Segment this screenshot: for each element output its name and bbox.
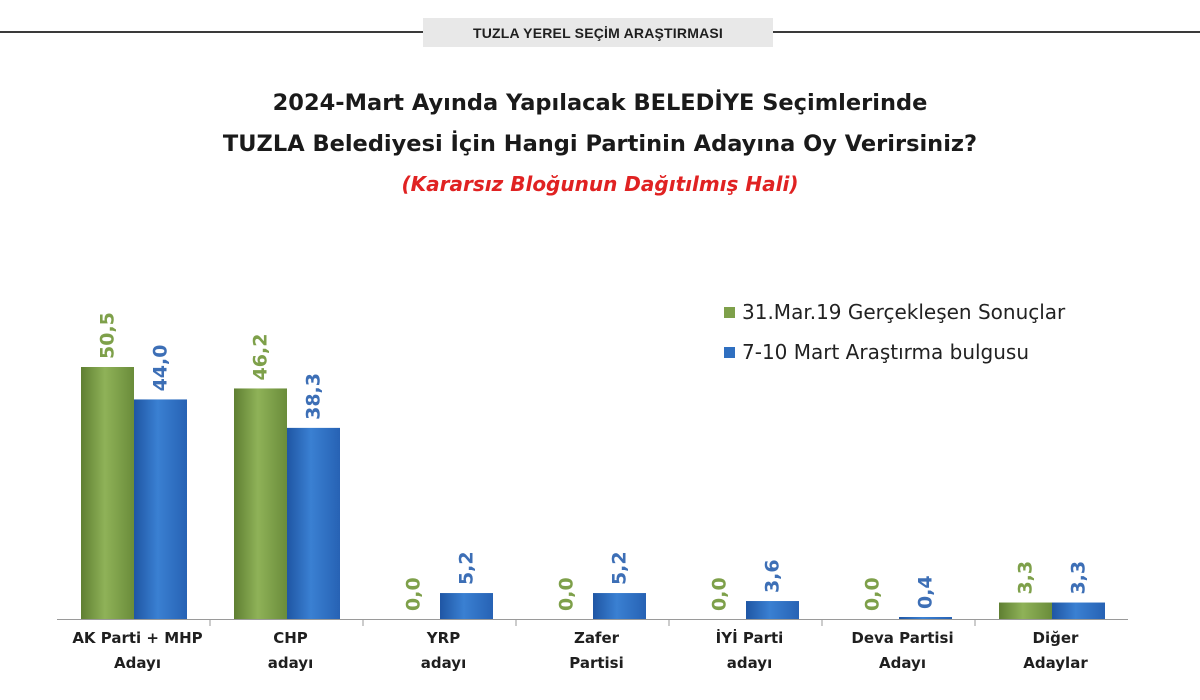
value-label-green-0: 50,5 <box>97 312 119 359</box>
chart-legend: 31.Mar.19 Gerçekleşen Sonuçlar 7-10 Mart… <box>724 292 1065 372</box>
category-label-2-0: YRP <box>426 629 460 647</box>
value-label-blue-4: 3,6 <box>762 559 784 593</box>
value-label-blue-0: 44,0 <box>150 345 172 392</box>
category-label-3-1: Partisi <box>569 654 624 672</box>
header-rule-left <box>0 31 423 33</box>
chart-title-line-1: 2024-Mart Ayında Yapılacak BELEDİYE Seçi… <box>272 90 928 116</box>
category-label-0-1: Adayı <box>114 654 161 672</box>
category-label-2-1: adayı <box>421 654 466 672</box>
bar-blue-0 <box>134 399 187 619</box>
legend-label-2019: 31.Mar.19 Gerçekleşen Sonuçlar <box>742 300 1066 324</box>
category-label-3-0: Zafer <box>574 629 620 647</box>
value-label-green-2: 0,0 <box>403 577 425 611</box>
bar-blue-3 <box>593 593 646 619</box>
category-label-6-1: Adaylar <box>1023 654 1088 672</box>
value-label-green-6: 3,3 <box>1015 561 1037 595</box>
bar-blue-2 <box>440 593 493 619</box>
category-label-5-1: Adayı <box>879 654 926 672</box>
bar-green-6 <box>999 602 1052 619</box>
header-banner: TUZLA YEREL SEÇİM ARAŞTIRMASI <box>423 18 773 47</box>
legend-item-2024: 7-10 Mart Araştırma bulgusu <box>724 332 1065 372</box>
category-label-5-0: Deva Partisi <box>851 629 953 647</box>
bar-green-1 <box>234 388 287 619</box>
header-rule-right <box>773 31 1200 33</box>
category-label-4-1: adayı <box>727 654 772 672</box>
bar-blue-6 <box>1052 602 1105 619</box>
value-label-blue-6: 3,3 <box>1068 561 1090 595</box>
value-label-blue-3: 5,2 <box>609 551 631 585</box>
value-label-blue-1: 38,3 <box>303 373 325 420</box>
chart-title-line-2: TUZLA Belediyesi İçin Hangi Partinin Ada… <box>222 131 978 157</box>
value-label-green-5: 0,0 <box>862 577 884 611</box>
value-label-blue-2: 5,2 <box>456 551 478 585</box>
category-label-1-0: CHP <box>273 629 308 647</box>
category-label-6-0: Diğer <box>1033 629 1080 647</box>
category-label-4-0: İYİ Parti <box>716 628 784 647</box>
bar-green-0 <box>81 367 134 619</box>
chart-subtitle: (Kararsız Bloğunun Dağıtılmış Hali) <box>401 172 799 196</box>
category-label-0-0: AK Parti + MHP <box>72 629 202 647</box>
value-label-green-1: 46,2 <box>250 334 272 381</box>
legend-item-2019: 31.Mar.19 Gerçekleşen Sonuçlar <box>724 292 1065 332</box>
legend-label-2024: 7-10 Mart Araştırma bulgusu <box>742 340 1030 364</box>
value-label-green-4: 0,0 <box>709 577 731 611</box>
value-label-blue-5: 0,4 <box>915 575 937 609</box>
legend-swatch-green <box>724 306 735 318</box>
bar-blue-1 <box>287 427 340 619</box>
bar-blue-4 <box>746 601 799 619</box>
category-label-1-1: adayı <box>268 654 313 672</box>
bar-blue-5 <box>899 617 952 619</box>
value-label-green-3: 0,0 <box>556 577 578 611</box>
legend-swatch-blue <box>724 346 735 358</box>
